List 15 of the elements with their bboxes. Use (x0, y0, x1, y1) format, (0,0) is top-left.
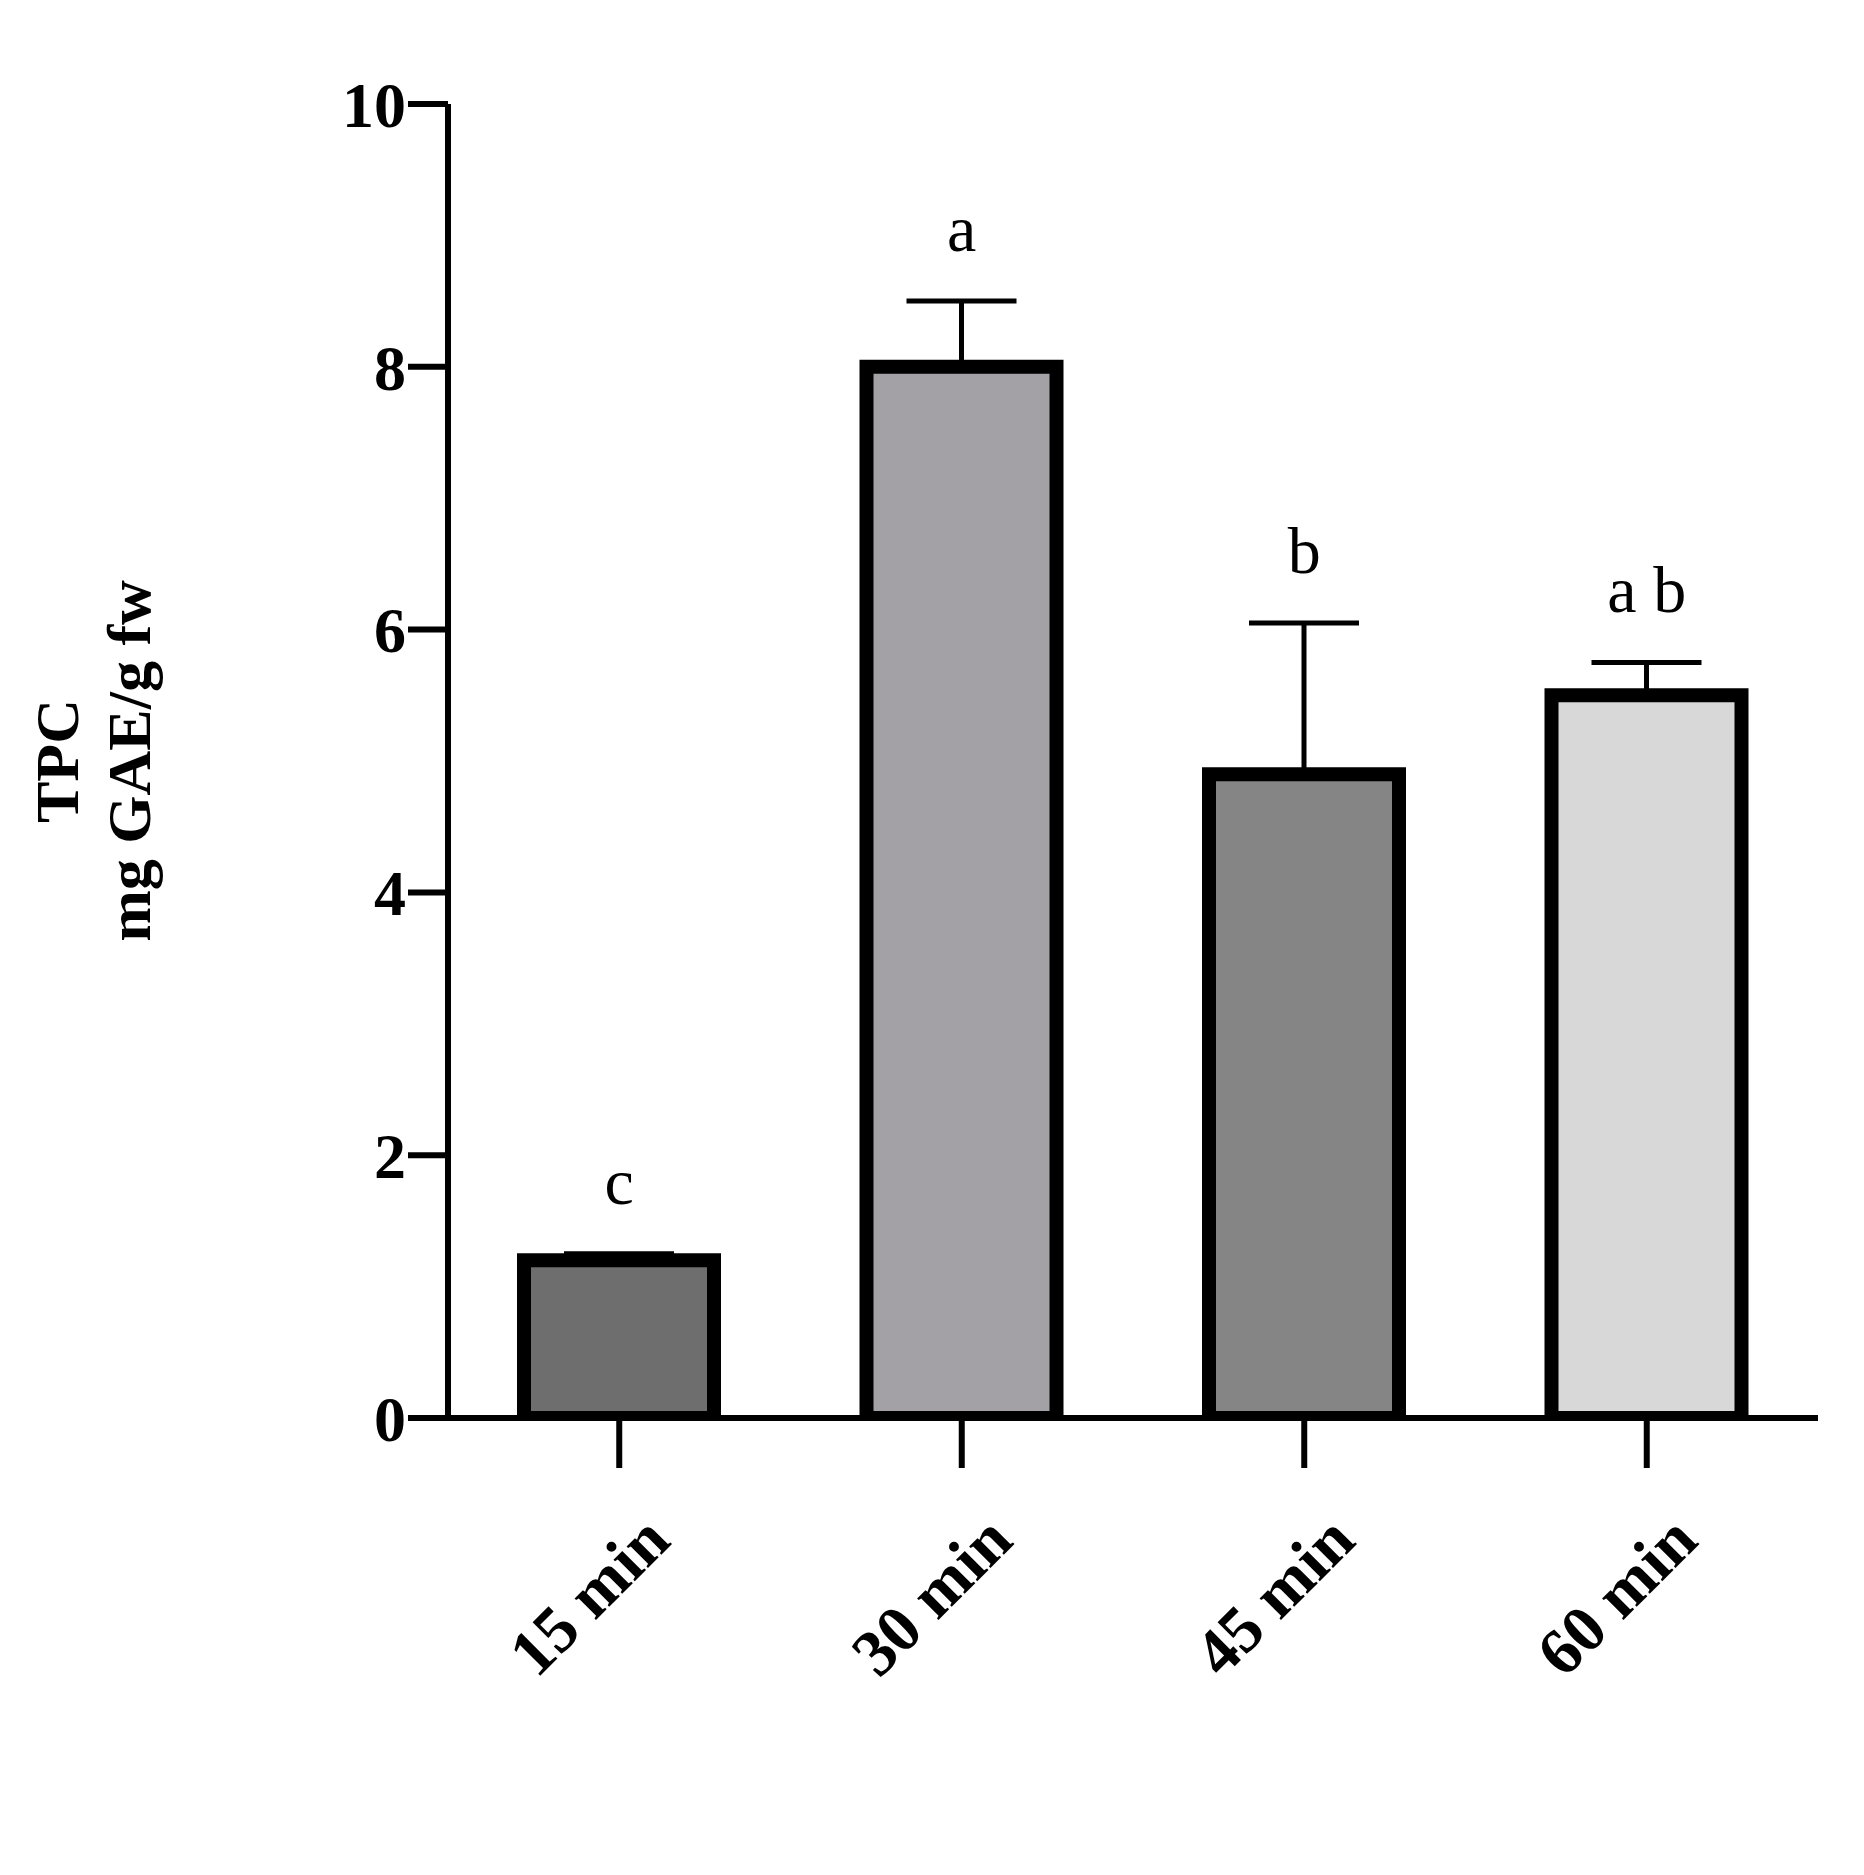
y-tick-label: 10 (342, 69, 406, 141)
y-tick-label: 2 (374, 1120, 406, 1192)
x-tick-label: 60 min (1522, 1501, 1711, 1690)
annotation: b (1287, 514, 1321, 588)
annotation: a b (1607, 553, 1687, 627)
y-axis-title: TPC mg GAE/g fw (23, 579, 163, 942)
annotation: a (947, 192, 977, 266)
x-tick-label: 45 min (1179, 1501, 1368, 1690)
annotation: c (604, 1144, 634, 1218)
x-tick-label: 30 min (837, 1501, 1026, 1690)
y-tick-label: 6 (374, 595, 406, 667)
y-tick-label: 4 (374, 858, 406, 930)
x-tick-label: 15 min (494, 1501, 683, 1690)
y-tick-label: 0 (374, 1383, 406, 1455)
y-tick-label: 8 (374, 332, 406, 404)
